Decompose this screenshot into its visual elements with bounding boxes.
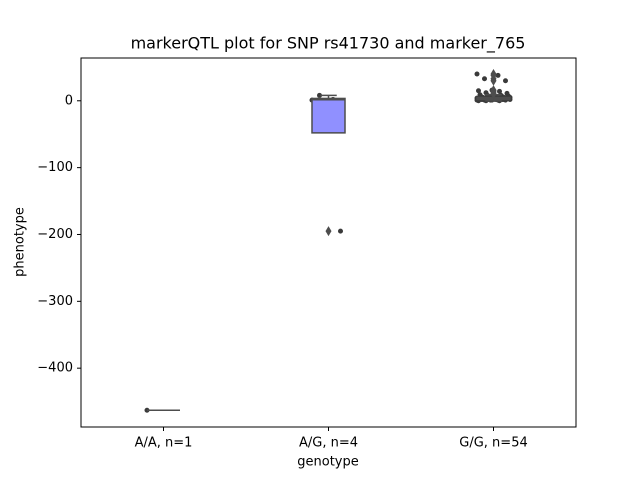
flier (325, 226, 332, 237)
strip-point (317, 92, 322, 98)
strip-point (338, 228, 343, 234)
y-tick-label: −200 (37, 227, 73, 242)
strip-point (482, 76, 487, 82)
y-tick-label: −100 (37, 160, 73, 175)
strip-point (495, 72, 501, 78)
plot-frame (80, 57, 577, 428)
x-axis-label: genotype (297, 455, 358, 470)
flier (490, 75, 497, 86)
x-tick-label: A/G, n=4 (299, 436, 358, 451)
y-tick-label: −400 (37, 361, 73, 376)
chart-title: markerQTL plot for SNP rs41730 and marke… (131, 34, 526, 54)
box (311, 97, 346, 134)
y-tick-label: 0 (65, 93, 73, 108)
y-tick-label: −300 (37, 294, 73, 309)
flier (490, 89, 497, 100)
y-axis-label: phenotype (13, 207, 28, 277)
strip-point (476, 88, 481, 94)
x-tick-label: A/A, n=1 (135, 436, 193, 451)
strip-point (503, 78, 508, 84)
strip-point (474, 71, 480, 77)
strip-point (497, 88, 502, 94)
x-tick-label: G/G, n=54 (459, 436, 527, 451)
